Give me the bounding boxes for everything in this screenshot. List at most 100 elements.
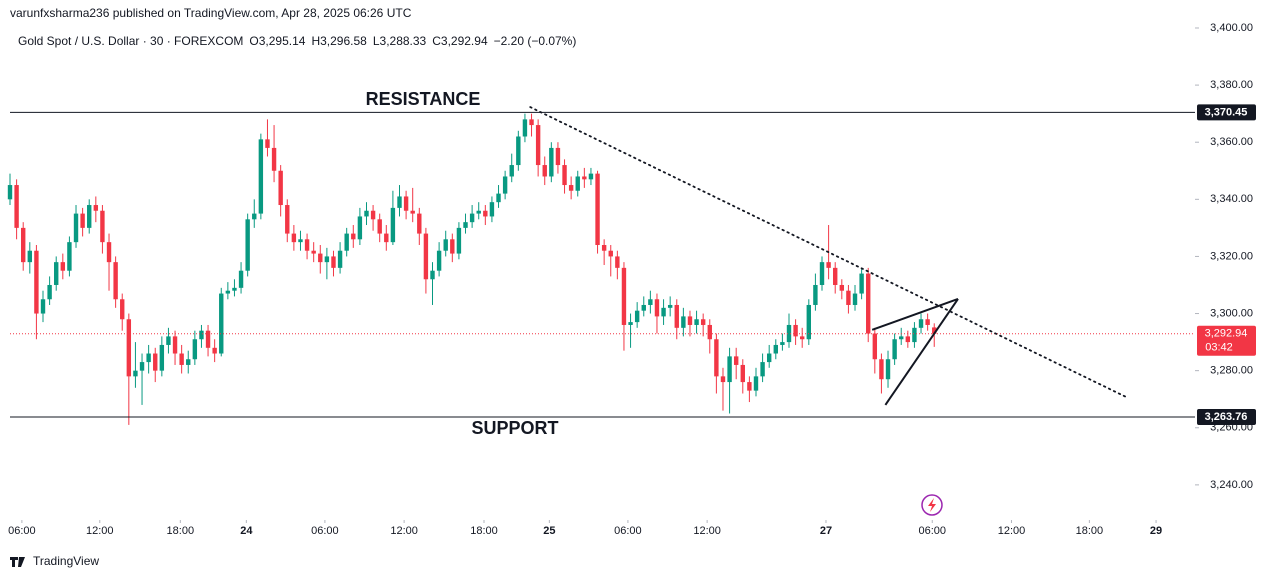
brand: TradingView [33, 554, 99, 568]
candle-body [932, 327, 937, 334]
candle-body [496, 193, 501, 203]
candle-body [859, 273, 864, 294]
level-price-box [1197, 409, 1256, 426]
x-tick-label: 24 [240, 525, 253, 537]
candle-body [186, 359, 191, 365]
y-tick-label: 3,360.00 [1210, 136, 1253, 148]
candle-body [377, 219, 382, 234]
candle-body [555, 147, 561, 166]
candle-body [839, 284, 845, 291]
x-tick-label: 29 [1150, 525, 1162, 537]
wedge-line [871, 298, 959, 331]
candle-body [826, 262, 831, 268]
candle-body [146, 353, 151, 363]
candle-body [278, 170, 283, 206]
candle-body [344, 233, 349, 251]
x-tick-label: 25 [543, 525, 555, 537]
candle-body [265, 139, 270, 148]
candle-body [786, 324, 792, 343]
candle-body [681, 316, 686, 328]
candle-body [476, 210, 481, 214]
candle-body [212, 347, 217, 354]
candle-body [318, 253, 323, 263]
candle-body [298, 239, 303, 243]
candle-body [450, 239, 455, 254]
symbol: Gold Spot / U.S. Dollar · 30 · FOREXCOM [18, 34, 243, 48]
last-price-label: 3,292.94 [1205, 328, 1248, 340]
candle-body [516, 136, 521, 166]
candle-body [73, 213, 79, 243]
x-tick-label: 12:00 [693, 525, 721, 537]
publisher: varunfxsharma236 published on TradingVie… [10, 6, 412, 20]
bolt-icon[interactable] [921, 494, 943, 516]
candle-body [80, 213, 85, 228]
ohlc-low: L3,288.33 [373, 34, 427, 48]
candle-body [469, 213, 475, 223]
candle-body [423, 233, 429, 280]
candle-body [707, 324, 712, 340]
candle-body [60, 262, 66, 271]
candle-body [588, 173, 594, 180]
x-tick-label: 06:00 [918, 525, 946, 537]
header: Gold Spot / U.S. Dollar · 30 · FOREXCOM O… [18, 34, 576, 48]
ohlc-high: H3,296.58 [311, 34, 367, 48]
candle-body [120, 299, 125, 320]
candle-body [34, 250, 39, 314]
level-price-label: 3,370.45 [1205, 106, 1248, 118]
trendline [529, 106, 1130, 399]
candle-body [866, 273, 871, 334]
candle-body [100, 210, 105, 243]
candle-body [304, 239, 310, 251]
x-tick-label: 12:00 [998, 525, 1026, 537]
candle-body [925, 319, 930, 325]
candle-body [311, 250, 316, 254]
level-price-label: 3,263.76 [1205, 411, 1248, 423]
candle-body [258, 139, 264, 214]
y-tick-label: 3,320.00 [1210, 250, 1253, 262]
candle-body [813, 284, 818, 305]
candle-body [384, 233, 389, 243]
candle-body [727, 356, 732, 383]
candle-body [833, 267, 838, 285]
candle-body [166, 336, 171, 345]
candle-body [357, 216, 363, 240]
brand-logo [10, 557, 25, 567]
y-tick-label: 3,280.00 [1210, 365, 1253, 377]
x-tick-label: 06:00 [311, 525, 339, 537]
level-name: SUPPORT [471, 418, 558, 438]
candle-body [93, 205, 99, 211]
x-tick-label: 18:00 [470, 525, 498, 537]
x-tick-label: 18:00 [1076, 525, 1104, 537]
candle-body [179, 353, 184, 365]
ohlc-change: −2.20 (−0.07%) [494, 34, 577, 48]
candle-body [800, 336, 805, 340]
y-tick-label: 3,240.00 [1210, 479, 1253, 491]
candle-body [285, 205, 290, 234]
candle-body [159, 344, 165, 371]
candle-body [232, 287, 237, 291]
candle-body [535, 125, 541, 166]
candle-body [219, 293, 224, 354]
candle-body [324, 256, 330, 263]
candle-body [21, 227, 26, 263]
candle-body [397, 196, 402, 208]
candle-body [522, 119, 528, 137]
candle-body [595, 173, 600, 246]
candle-body [582, 176, 587, 180]
candle-body [542, 165, 547, 177]
candle-body [47, 284, 52, 300]
candle-body [575, 176, 580, 191]
candle-body [87, 205, 92, 228]
candle-body [113, 262, 118, 300]
candle-body [892, 339, 897, 360]
candle-body [153, 353, 158, 371]
candle-body [14, 185, 19, 228]
y-tick-label: 3,300.00 [1210, 307, 1253, 319]
candle-body [667, 304, 673, 308]
candle-body [238, 270, 244, 288]
candle-body [654, 299, 660, 317]
candle-body [245, 219, 250, 271]
candle-body [687, 316, 693, 325]
candle-body [443, 239, 448, 251]
